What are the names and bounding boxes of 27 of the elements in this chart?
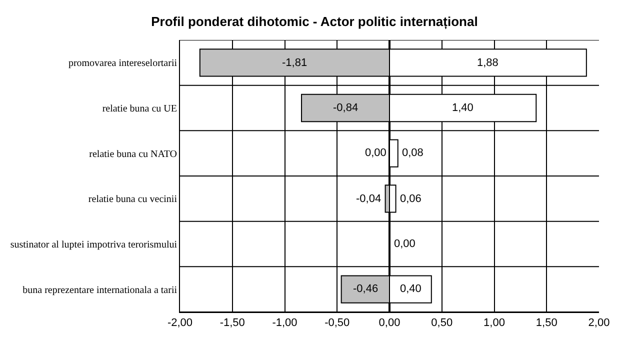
data-label: 0,00 xyxy=(394,238,416,250)
data-label: -1,81 xyxy=(282,57,308,69)
x-tick-label: 0,50 xyxy=(431,317,453,330)
y-tick-label: sustinator al luptei impotriva terorismului xyxy=(10,240,178,250)
data-label: 1,40 xyxy=(452,102,474,114)
y-tick-label: relatie buna cu UE xyxy=(102,104,177,114)
x-tick-label: 2,00 xyxy=(588,317,610,330)
data-label: 0,40 xyxy=(400,283,422,295)
y-tick-label: promovarea intereselortarii xyxy=(68,58,178,70)
x-tick-label: 0,00 xyxy=(378,317,400,330)
data-label: 0,00 xyxy=(365,147,386,159)
y-tick-label: relatie buna cu vecinii xyxy=(88,194,178,206)
y-tick-label: relatie buna cu NATO xyxy=(89,148,177,160)
data-label: 0,08 xyxy=(402,147,424,159)
x-tick-label: 1,50 xyxy=(536,317,558,330)
data-label: 1,88 xyxy=(477,57,498,69)
data-label: 0,06 xyxy=(400,193,422,205)
chart-title: Profil ponderat dihotomic - Actor politic internațional xyxy=(151,14,478,30)
data-label: -0,04 xyxy=(356,193,382,205)
x-tick-label: 1,00 xyxy=(484,317,505,330)
x-tick-label: -1,00 xyxy=(272,317,298,330)
y-tick-label: buna reprezentare internationala a tarii xyxy=(22,284,178,296)
x-tick-label: -2,00 xyxy=(167,317,193,330)
data-label: -0,84 xyxy=(333,102,358,114)
x-tick-label: -1,50 xyxy=(220,317,245,330)
x-tick-label: -0,50 xyxy=(324,317,350,330)
data-label: -0,46 xyxy=(353,283,378,295)
